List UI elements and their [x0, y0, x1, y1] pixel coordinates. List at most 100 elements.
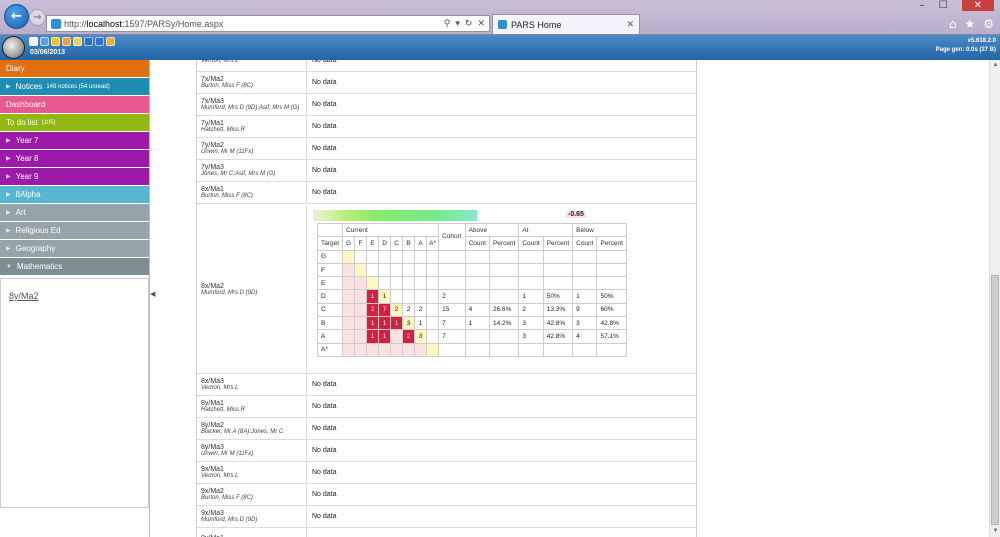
grade-count-cell: 1: [390, 316, 404, 331]
class-name[interactable]: 7y/Ma3: [201, 164, 224, 171]
sidebar-collapse-handle[interactable]: ◀: [150, 291, 156, 298]
grade-count-cell: [414, 342, 428, 357]
refresh-icon[interactable]: ↻: [464, 18, 473, 29]
favorites-star-icon[interactable]: ★: [964, 17, 976, 31]
class-name[interactable]: 9x/Ma2: [201, 488, 224, 495]
sublink-8y-ma2[interactable]: 8y/Ma2: [9, 291, 39, 301]
home-icon[interactable]: ⌂: [948, 17, 957, 31]
class-name[interactable]: 7y/Ma2: [201, 142, 224, 149]
app-logo-icon[interactable]: [2, 36, 25, 59]
sidebar-item-year-9[interactable]: ▶ Year 9: [0, 168, 149, 186]
class-name[interactable]: 9x/Ma1: [201, 466, 224, 473]
grade-count-cell: [354, 329, 368, 344]
sidebar-item-dashboard[interactable]: Dashboard: [0, 96, 149, 114]
grade-count-cell: [390, 329, 404, 344]
browser-toolbar-icons: ⌂ ★ ⚙: [949, 17, 994, 31]
page-scrollbar[interactable]: ▲ ▼: [989, 60, 1000, 537]
grade-count-cell: [342, 316, 356, 331]
cohort-cell: [438, 276, 466, 291]
target-grade: B: [316, 316, 344, 331]
grade-count-cell: [426, 249, 440, 264]
help-icon[interactable]: [29, 37, 38, 46]
class-name[interactable]: 9y/Ma1: [201, 535, 302, 537]
progress-gradient-bar: [313, 210, 477, 221]
sidebar: Diary ▶ Notices 148 notices (54 unread) Dash…: [0, 60, 150, 537]
sidebar-item-diary[interactable]: Diary: [0, 60, 149, 78]
sidebar-item-art[interactable]: ▶ Art: [0, 204, 149, 222]
class-teacher: Hatchett, Miss R: [201, 407, 246, 413]
grade-count-cell: 1: [378, 329, 392, 344]
sidebar-item-religious-ed[interactable]: ▶ Religious Ed: [0, 222, 149, 240]
class-row: 8y/Ma2 Blacker, Mr A (8A);Jones, Mr C No d…: [197, 418, 696, 440]
sidebar-item-8alpha[interactable]: ▶ 8Alpha: [0, 186, 149, 204]
sidebar-item-year-8[interactable]: ▶ Year 8: [0, 150, 149, 168]
sidebar-item-mathematics[interactable]: ▼ Mathematics: [0, 258, 149, 276]
above-count: 1: [464, 316, 490, 331]
grade-count-cell: [414, 262, 428, 278]
class-name[interactable]: 8y/Ma1: [201, 400, 224, 407]
sidebar-item-geography[interactable]: ▶ Geography: [0, 240, 149, 258]
scroll-down-icon[interactable]: ▼: [992, 528, 999, 534]
class-value: No data: [312, 469, 337, 476]
tab-pars-home[interactable]: PARS Home ✕: [492, 14, 640, 34]
target-grade: A*: [316, 342, 344, 357]
info-icon[interactable]: [40, 37, 49, 46]
at-count: 3: [518, 316, 544, 331]
sidebar-item-label: Art: [15, 208, 26, 217]
dropdown-icon[interactable]: ▾: [455, 18, 460, 29]
class-name[interactable]: 8y/Ma3: [201, 444, 224, 451]
class-cell: 8y/Ma3 Unwin, Mr M (11Fx): [197, 440, 307, 461]
class-value: No data: [312, 167, 337, 174]
class-name[interactable]: 8x/Ma3: [201, 378, 224, 385]
main-content: Vernon, Mrs L No data 7x/Ma2 Burton, Miss F…: [196, 60, 697, 537]
class-cell: 8y/Ma1 Hatchett, Miss R: [197, 396, 307, 417]
minimize-button[interactable]: –: [919, 0, 925, 11]
close-icon[interactable]: ✕: [477, 18, 485, 29]
warning-icon[interactable]: [51, 37, 60, 46]
class-name[interactable]: 7y/Ma1: [201, 120, 224, 127]
class-name[interactable]: 7x/Ma3: [201, 98, 224, 105]
address-bar[interactable]: http://localhost:1597/PARSy/Home.aspx ⚲ …: [46, 15, 490, 32]
grade-count-cell: [402, 289, 416, 304]
lock-icon[interactable]: [106, 37, 115, 46]
class-name[interactable]: 8y/Ma2: [201, 422, 224, 429]
back-button[interactable]: ←: [4, 4, 29, 29]
scroll-thumb[interactable]: [991, 275, 999, 525]
below-count: [572, 262, 598, 278]
address-url[interactable]: http://localhost:1597/PARSy/Home.aspx: [64, 19, 444, 29]
class-name[interactable]: 7x/Ma2: [201, 76, 224, 83]
sidebar-item-to-do-list[interactable]: To do list (105): [0, 114, 149, 132]
class-row: 9x/Ma3 Mumford, Mrs D (9D) No data: [197, 506, 696, 528]
tab-close-icon[interactable]: ✕: [626, 19, 634, 29]
grade-count-cell: [390, 276, 404, 291]
grade-count-cell: [378, 262, 392, 278]
lock-icon[interactable]: [62, 37, 71, 46]
class-name[interactable]: 8x/Ma1: [201, 186, 224, 193]
log-icon[interactable]: [95, 37, 104, 46]
target-grade: C: [316, 302, 344, 318]
class-cell: 7y/Ma2 Unwin, Mr M (11Fx): [197, 138, 307, 159]
window-close-button[interactable]: ✕: [961, 0, 994, 11]
settings-gear-icon[interactable]: ⚙: [983, 17, 994, 31]
grade-count-cell: [426, 262, 440, 278]
scroll-up-icon[interactable]: ▲: [992, 62, 999, 68]
url-host: localhost: [86, 18, 123, 29]
cohort-cell: [438, 249, 466, 264]
user-icon[interactable]: [73, 37, 82, 46]
at-percent: 42.8%: [542, 316, 574, 331]
class-row: 8x/Ma1 Burton, Miss F (8C) No data: [197, 182, 696, 204]
info-icon[interactable]: [84, 37, 93, 46]
at-count: 2: [518, 302, 544, 318]
class-teacher: Mumford, Mrs D (9D): [201, 290, 258, 296]
class-name[interactable]: 9x/Ma3: [201, 510, 224, 517]
class-cell: 9x/Ma1 Vernon, Mrs L: [197, 462, 307, 483]
class-row: 7y/Ma1 Hatchett, Miss R No data: [197, 116, 696, 138]
version-label: v5.618.2.0: [967, 38, 996, 44]
sidebar-item-year-7[interactable]: ▶ Year 7: [0, 132, 149, 150]
url-path: :1597/PARSy/Home.aspx: [122, 18, 224, 29]
search-icon[interactable]: ⚲: [443, 18, 451, 29]
sidebar-item-notices[interactable]: ▶ Notices 148 notices (54 unread): [0, 78, 149, 96]
forward-button[interactable]: →: [29, 9, 46, 26]
class-name[interactable]: 8x/Ma2: [201, 283, 224, 290]
maximize-button[interactable]: ☐: [938, 0, 948, 11]
